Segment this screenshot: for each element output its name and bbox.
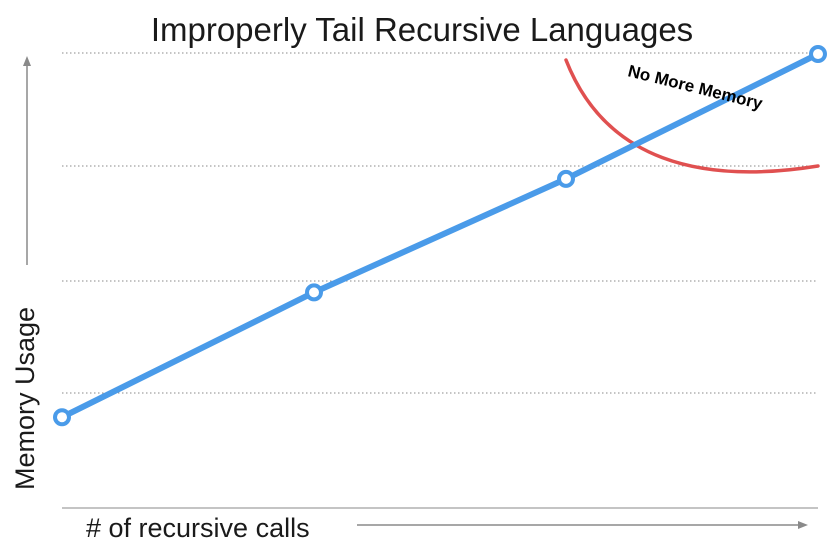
data-point — [557, 169, 575, 188]
x-axis-arrow — [357, 521, 808, 529]
chart-title: Improperly Tail Recursive Languages — [151, 11, 693, 48]
series-memory-usage — [53, 45, 827, 427]
x-axis-label: # of recursive calls — [86, 513, 310, 540]
series-line — [59, 51, 821, 421]
data-point — [53, 408, 71, 427]
data-point — [809, 45, 827, 64]
y-axis-arrow — [23, 56, 31, 265]
memory-limit-arc — [564, 58, 820, 174]
data-point — [305, 283, 323, 302]
y-axis-label: Memory Usage — [10, 307, 40, 490]
gridlines — [62, 52, 818, 509]
